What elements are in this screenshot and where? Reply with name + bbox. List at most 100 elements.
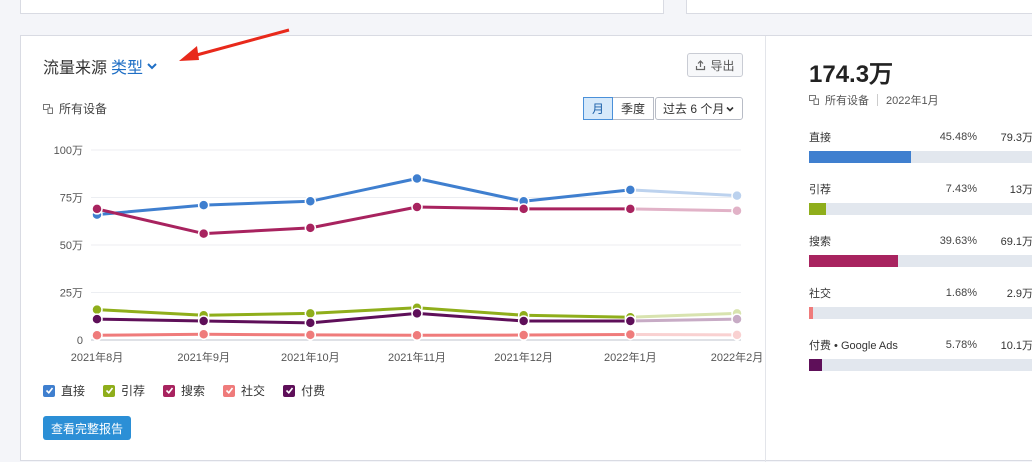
devices-icon	[809, 95, 819, 105]
source-bar-fill	[809, 359, 822, 371]
x-tick-label: 2022年1月	[604, 350, 657, 364]
y-tick-label: 0	[77, 335, 83, 347]
granularity-month-button[interactable]: 月	[583, 97, 613, 120]
series-line-3	[97, 334, 630, 335]
devices-icon	[43, 104, 53, 114]
source-name: 社交	[809, 285, 917, 301]
type-dropdown-label: 类型	[111, 54, 143, 78]
check-icon	[285, 386, 294, 395]
legend-item-social[interactable]: 社交	[223, 382, 265, 399]
series-point	[305, 318, 315, 328]
source-row-paid: 付费 • Google Ads 5.78% 10.1万	[809, 338, 1032, 371]
series-line-partial-1	[630, 313, 737, 317]
source-bar	[809, 151, 1032, 163]
export-label: 导出	[710, 57, 734, 74]
check-icon	[105, 386, 114, 395]
granularity-quarter-button[interactable]: 季度	[613, 97, 654, 120]
source-name: 付费 • Google Ads	[809, 337, 917, 353]
legend-item-referral[interactable]: 引荐	[103, 382, 145, 399]
y-tick-label: 100万	[54, 145, 83, 157]
summary-filters: 所有设备 2022年1月	[809, 92, 939, 108]
check-icon	[165, 386, 174, 395]
source-percent: 45.48%	[917, 131, 977, 143]
x-tick-label: 2021年9月	[177, 350, 230, 364]
series-point	[305, 196, 315, 206]
series-point	[199, 229, 209, 239]
granularity-toggle: 月 季度	[583, 97, 654, 120]
source-bar	[809, 255, 1032, 267]
series-line-2	[97, 207, 630, 234]
separator	[877, 94, 878, 106]
legend-checkbox-paid[interactable]	[283, 385, 295, 397]
source-value: 13万	[977, 181, 1032, 197]
y-tick-label: 25万	[60, 288, 83, 300]
source-value: 69.1万	[977, 233, 1032, 249]
y-tick-label: 75万	[60, 193, 83, 205]
export-button[interactable]: 导出	[687, 53, 743, 77]
annotation-arrow-icon	[171, 28, 291, 68]
device-label: 所有设备	[59, 100, 107, 117]
panel-divider	[765, 36, 766, 462]
series-point	[92, 305, 102, 315]
source-percent: 1.68%	[917, 287, 977, 299]
series-point	[412, 330, 422, 340]
source-percent: 7.43%	[917, 183, 977, 195]
source-bar	[809, 359, 1032, 371]
source-bar-fill	[809, 307, 813, 319]
legend-item-direct[interactable]: 直接	[43, 382, 85, 399]
legend-checkbox-direct[interactable]	[43, 385, 55, 397]
series-point	[625, 204, 635, 214]
period-label: 过去 6 个月	[663, 100, 724, 117]
source-percent: 5.78%	[917, 339, 977, 351]
legend-label-paid: 付费	[301, 382, 325, 399]
source-name: 引荐	[809, 181, 917, 197]
source-value: 2.9万	[977, 285, 1032, 301]
device-filter[interactable]: 所有设备	[43, 100, 107, 117]
source-name: 直接	[809, 129, 917, 145]
source-row-search: 搜索 39.63% 69.1万	[809, 234, 1032, 267]
series-point	[199, 316, 209, 326]
series-point	[732, 330, 742, 340]
check-icon	[45, 386, 54, 395]
x-tick-label: 2021年8月	[71, 350, 124, 364]
total-visits: 174.3万	[809, 54, 893, 89]
series-point	[305, 330, 315, 340]
legend-checkbox-social[interactable]	[223, 385, 235, 397]
source-bar-fill	[809, 255, 898, 267]
series-line-1	[97, 308, 630, 318]
widget-title-text: 流量来源	[43, 54, 107, 78]
y-tick-label: 50万	[60, 240, 83, 252]
chart-legend: 直接 引荐 搜索 社交 付费	[43, 382, 325, 399]
series-point	[412, 308, 422, 318]
x-tick-label: 2021年11月	[388, 350, 446, 364]
summary-month-label: 2022年1月	[886, 92, 939, 108]
type-dropdown[interactable]: 类型	[111, 54, 159, 78]
series-point	[92, 204, 102, 214]
series-point	[625, 185, 635, 195]
series-point	[92, 330, 102, 340]
series-line-partial-2	[630, 209, 737, 211]
series-point	[412, 202, 422, 212]
legend-item-search[interactable]: 搜索	[163, 382, 205, 399]
summary-device-label: 所有设备	[825, 92, 869, 108]
chevron-down-icon	[725, 104, 735, 114]
legend-label-referral: 引荐	[121, 382, 145, 399]
traffic-sources-panel: 流量来源 类型 导出 所有设备 月 季度 过去 6 个月 0 25万 50万 75万 1…	[20, 35, 1032, 461]
series-line-partial-4	[630, 319, 737, 321]
full-report-button[interactable]: 查看完整报告	[43, 416, 131, 440]
source-value: 10.1万	[977, 337, 1032, 353]
legend-label-search: 搜索	[181, 382, 205, 399]
legend-checkbox-referral[interactable]	[103, 385, 115, 397]
source-name: 搜索	[809, 233, 917, 249]
legend-checkbox-search[interactable]	[163, 385, 175, 397]
source-bar-fill	[809, 151, 911, 163]
top-card-right	[686, 0, 1032, 14]
series-point	[305, 223, 315, 233]
series-point	[199, 200, 209, 210]
period-select[interactable]: 过去 6 个月	[655, 97, 743, 120]
series-point	[732, 191, 742, 201]
series-point	[519, 330, 529, 340]
legend-item-paid[interactable]: 付费	[283, 382, 325, 399]
series-point	[92, 314, 102, 324]
source-row-direct: 直接 45.48% 79.3万	[809, 130, 1032, 163]
